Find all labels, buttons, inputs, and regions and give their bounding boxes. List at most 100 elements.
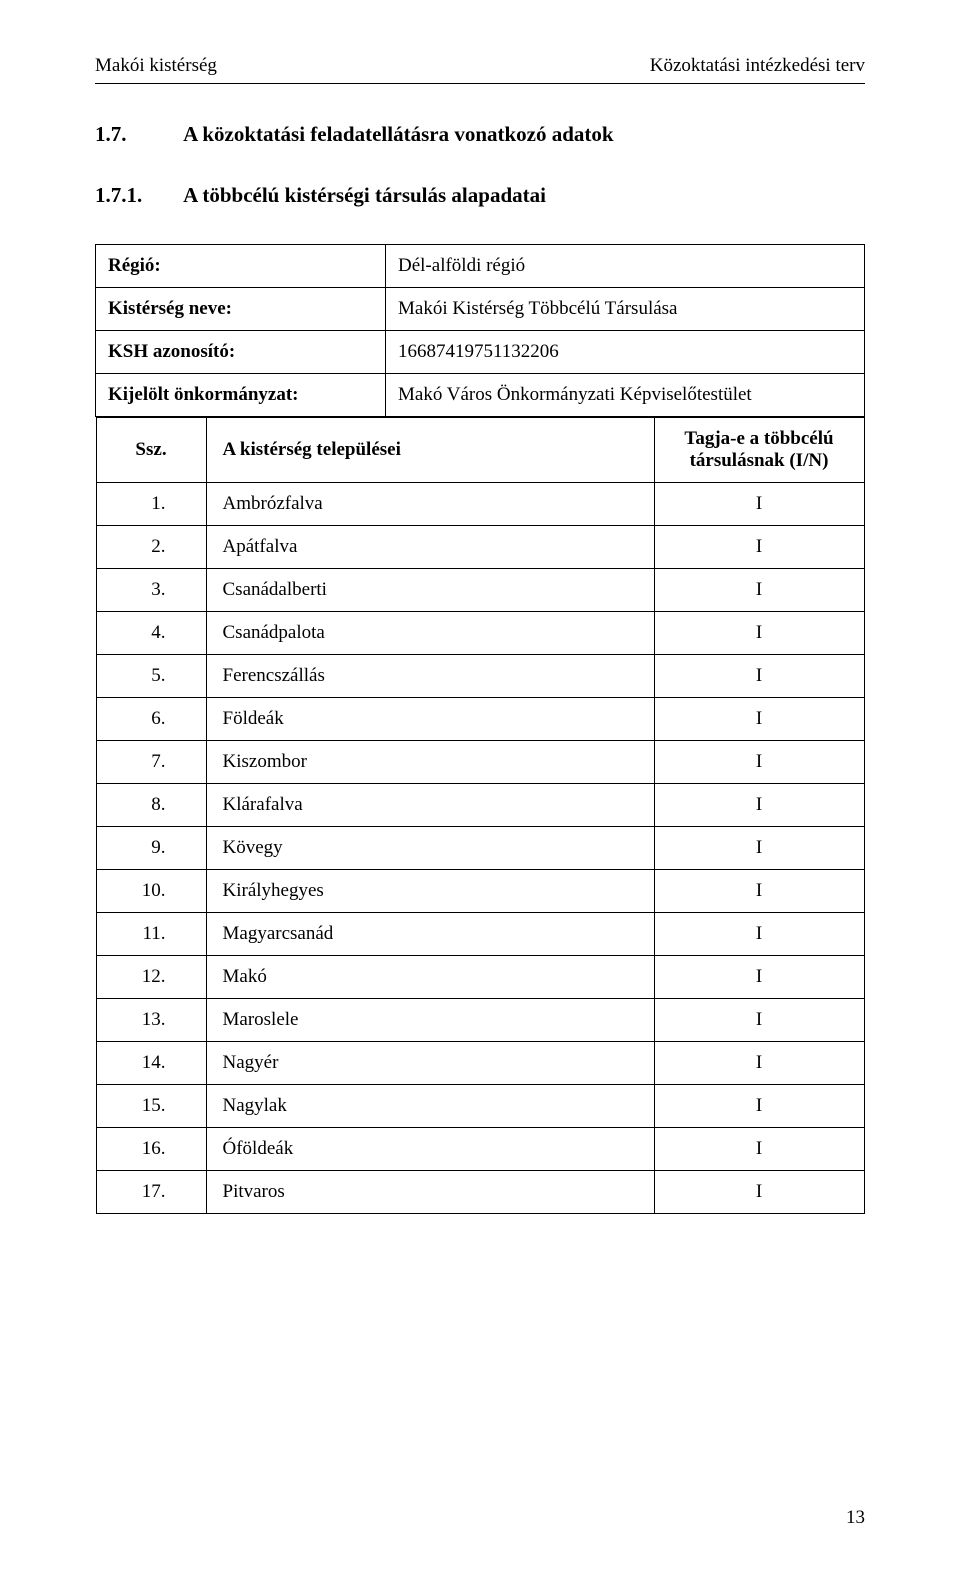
cell-ssz: 16. bbox=[96, 1128, 206, 1171]
header-rule bbox=[95, 83, 865, 84]
cell-name: Csanádalberti bbox=[206, 569, 654, 612]
table-row: 10.KirályhegyesI bbox=[96, 870, 864, 913]
table-row: 12.MakóI bbox=[96, 956, 864, 999]
cell-name: Klárafalva bbox=[206, 784, 654, 827]
col-header-tag-line1: Tagja-e a többcélú bbox=[684, 428, 833, 449]
cell-tag: I bbox=[654, 999, 864, 1042]
cell-tag: I bbox=[654, 526, 864, 569]
cell-ssz: 6. bbox=[96, 698, 206, 741]
cell-tag: I bbox=[654, 741, 864, 784]
section-title-2: A többcélú kistérségi társulás alapadata… bbox=[183, 183, 546, 207]
cell-ssz: 4. bbox=[96, 612, 206, 655]
cell-name: Maroslele bbox=[206, 999, 654, 1042]
col-header-tag-line2: társulásnak (I/N) bbox=[690, 450, 829, 471]
section-heading-1: 1.7. A közoktatási feladatellátásra vona… bbox=[95, 122, 865, 147]
table-row: 7.KiszomborI bbox=[96, 741, 864, 784]
header-right: Közoktatási intézkedési terv bbox=[650, 55, 865, 77]
cell-name: Apátfalva bbox=[206, 526, 654, 569]
info-row-kisterseg: Kistérség neve: Makói Kistérség Többcélú… bbox=[96, 288, 865, 331]
cell-tag: I bbox=[654, 870, 864, 913]
cell-tag: I bbox=[654, 1085, 864, 1128]
table-row: 13.MarosleleI bbox=[96, 999, 864, 1042]
settlements-header-row: Ssz. A kistérség települései Tagja-e a t… bbox=[96, 418, 864, 483]
table-row: 4.CsanádpalotaI bbox=[96, 612, 864, 655]
cell-ssz: 12. bbox=[96, 956, 206, 999]
header-left: Makói kistérség bbox=[95, 55, 217, 77]
cell-ssz: 5. bbox=[96, 655, 206, 698]
section-heading-2: 1.7.1. A többcélú kistérségi társulás al… bbox=[95, 183, 865, 208]
section-title-1: A közoktatási feladatellátásra vonatkozó… bbox=[183, 122, 614, 146]
table-row: 9.KövegyI bbox=[96, 827, 864, 870]
table-row: 2.ApátfalvaI bbox=[96, 526, 864, 569]
cell-name: Magyarcsanád bbox=[206, 913, 654, 956]
cell-ssz: 13. bbox=[96, 999, 206, 1042]
cell-ssz: 8. bbox=[96, 784, 206, 827]
cell-tag: I bbox=[654, 483, 864, 526]
cell-name: Nagyér bbox=[206, 1042, 654, 1085]
page: Makói kistérség Közoktatási intézkedési … bbox=[0, 0, 960, 1569]
cell-name: Pitvaros bbox=[206, 1171, 654, 1214]
cell-ssz: 1. bbox=[96, 483, 206, 526]
info-row-region: Régió: Dél-alföldi régió bbox=[96, 245, 865, 288]
cell-tag: I bbox=[654, 569, 864, 612]
cell-name: Kiszombor bbox=[206, 741, 654, 784]
cell-ssz: 14. bbox=[96, 1042, 206, 1085]
cell-name: Makó bbox=[206, 956, 654, 999]
cell-tag: I bbox=[654, 956, 864, 999]
settlements-table: Ssz. A kistérség települései Tagja-e a t… bbox=[96, 417, 865, 1214]
page-number: 13 bbox=[846, 1507, 865, 1529]
cell-name: Ferencszállás bbox=[206, 655, 654, 698]
table-row: 8.KlárafalvaI bbox=[96, 784, 864, 827]
cell-tag: I bbox=[654, 612, 864, 655]
cell-ssz: 11. bbox=[96, 913, 206, 956]
cell-tag: I bbox=[654, 1171, 864, 1214]
info-value-ksh: 16687419751132206 bbox=[386, 331, 865, 374]
cell-name: Ambrózfalva bbox=[206, 483, 654, 526]
cell-tag: I bbox=[654, 1042, 864, 1085]
table-row: 11.MagyarcsanádI bbox=[96, 913, 864, 956]
section-num-2: 1.7.1. bbox=[95, 183, 179, 208]
info-label-region: Régió: bbox=[96, 245, 386, 288]
info-value-kisterseg: Makói Kistérség Többcélú Társulása bbox=[386, 288, 865, 331]
table-row: 5.FerencszállásI bbox=[96, 655, 864, 698]
table-row: 3.CsanádalbertiI bbox=[96, 569, 864, 612]
info-label-onk: Kijelölt önkormányzat: bbox=[96, 374, 386, 417]
cell-tag: I bbox=[654, 698, 864, 741]
cell-tag: I bbox=[654, 784, 864, 827]
table-row: 15.NagylakI bbox=[96, 1085, 864, 1128]
running-header: Makói kistérség Közoktatási intézkedési … bbox=[95, 55, 865, 77]
cell-ssz: 3. bbox=[96, 569, 206, 612]
info-row-onk: Kijelölt önkormányzat: Makó Város Önkorm… bbox=[96, 374, 865, 417]
info-label-ksh: KSH azonosító: bbox=[96, 331, 386, 374]
section-num-1: 1.7. bbox=[95, 122, 179, 147]
cell-ssz: 15. bbox=[96, 1085, 206, 1128]
table-row: 17.PitvarosI bbox=[96, 1171, 864, 1214]
table-row: 16.ÓföldeákI bbox=[96, 1128, 864, 1171]
cell-name: Csanádpalota bbox=[206, 612, 654, 655]
col-header-name: A kistérség települései bbox=[206, 418, 654, 483]
cell-name: Óföldeák bbox=[206, 1128, 654, 1171]
cell-tag: I bbox=[654, 913, 864, 956]
info-row-ksh: KSH azonosító: 16687419751132206 bbox=[96, 331, 865, 374]
col-header-ssz: Ssz. bbox=[96, 418, 206, 483]
info-value-onk: Makó Város Önkormányzati Képviselőtestül… bbox=[386, 374, 865, 417]
cell-name: Nagylak bbox=[206, 1085, 654, 1128]
info-label-kisterseg: Kistérség neve: bbox=[96, 288, 386, 331]
cell-ssz: 2. bbox=[96, 526, 206, 569]
cell-ssz: 10. bbox=[96, 870, 206, 913]
col-header-tag: Tagja-e a többcélú társulásnak (I/N) bbox=[654, 418, 864, 483]
cell-name: Királyhegyes bbox=[206, 870, 654, 913]
cell-ssz: 9. bbox=[96, 827, 206, 870]
table-row: 1.AmbrózfalvaI bbox=[96, 483, 864, 526]
cell-name: Földeák bbox=[206, 698, 654, 741]
cell-tag: I bbox=[654, 655, 864, 698]
table-row: 14.NagyérI bbox=[96, 1042, 864, 1085]
cell-name: Kövegy bbox=[206, 827, 654, 870]
cell-tag: I bbox=[654, 1128, 864, 1171]
info-value-region: Dél-alföldi régió bbox=[386, 245, 865, 288]
settlements-tbody: 1.AmbrózfalvaI2.ApátfalvaI3.Csanádalbert… bbox=[96, 483, 864, 1214]
table-row: 6.FöldeákI bbox=[96, 698, 864, 741]
cell-ssz: 7. bbox=[96, 741, 206, 784]
cell-ssz: 17. bbox=[96, 1171, 206, 1214]
cell-tag: I bbox=[654, 827, 864, 870]
